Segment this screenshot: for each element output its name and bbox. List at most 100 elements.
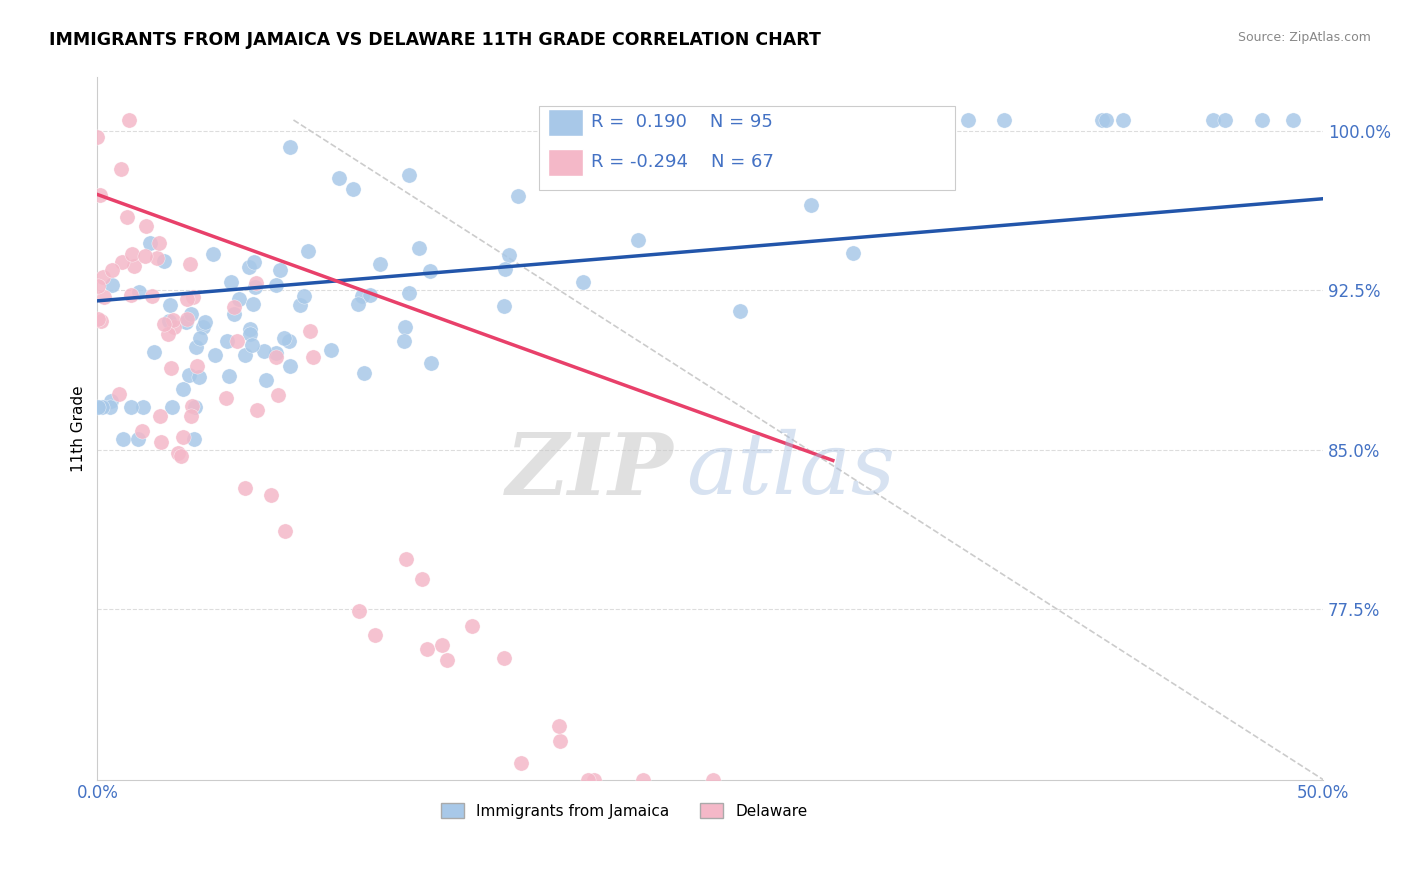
Point xyxy=(302,351,325,365)
Point xyxy=(170,449,193,463)
Point xyxy=(494,261,516,276)
Point xyxy=(408,241,430,255)
Point xyxy=(191,319,214,334)
Point xyxy=(112,432,135,446)
Point xyxy=(122,259,145,273)
Point xyxy=(174,315,197,329)
Point xyxy=(1251,113,1274,128)
Point xyxy=(180,307,202,321)
Point xyxy=(148,236,170,251)
Point xyxy=(91,270,114,285)
Point xyxy=(627,233,650,247)
Point xyxy=(152,254,174,268)
Point xyxy=(1091,113,1114,128)
Point xyxy=(111,255,134,269)
Point xyxy=(411,573,433,587)
Point xyxy=(572,275,595,289)
Point xyxy=(167,445,190,459)
Point xyxy=(395,552,418,566)
Point xyxy=(1112,113,1135,128)
Point xyxy=(492,299,515,313)
Point xyxy=(177,368,200,383)
Bar xyxy=(548,109,582,136)
Point xyxy=(350,289,373,303)
Point xyxy=(738,113,761,128)
Point xyxy=(91,401,114,415)
Point xyxy=(159,298,181,312)
Point xyxy=(118,113,141,128)
Point xyxy=(392,334,415,348)
Point xyxy=(349,603,371,617)
Point xyxy=(239,327,262,342)
Point xyxy=(239,322,262,336)
Legend: Immigrants from Jamaica, Delaware: Immigrants from Jamaica, Delaware xyxy=(436,797,814,824)
Point xyxy=(844,113,866,128)
Point xyxy=(359,287,381,301)
Point xyxy=(787,162,810,177)
Point xyxy=(398,286,420,301)
Text: R = -0.294    N = 67: R = -0.294 N = 67 xyxy=(592,153,775,171)
Point xyxy=(506,189,529,203)
Point xyxy=(87,279,110,293)
Point xyxy=(260,488,283,502)
Point xyxy=(204,348,226,362)
Point xyxy=(419,355,441,369)
Point xyxy=(278,139,301,153)
Point xyxy=(181,290,204,304)
Point xyxy=(121,246,143,260)
Point xyxy=(134,249,156,263)
Point xyxy=(1094,113,1116,128)
Point xyxy=(186,359,208,373)
Point xyxy=(184,401,207,415)
Point xyxy=(180,409,202,424)
Point xyxy=(299,324,322,338)
Point xyxy=(264,277,287,292)
Point xyxy=(724,113,747,128)
Point xyxy=(183,432,205,446)
Point xyxy=(297,244,319,258)
Point xyxy=(87,312,110,326)
Point xyxy=(149,409,172,423)
Point xyxy=(115,211,138,225)
Point xyxy=(146,251,169,265)
Point xyxy=(253,344,276,359)
Point xyxy=(328,170,350,185)
Point xyxy=(510,756,533,771)
Point xyxy=(222,300,245,314)
Point xyxy=(215,392,238,406)
Point xyxy=(135,219,157,233)
Point xyxy=(432,638,454,652)
Point xyxy=(319,343,342,357)
Point xyxy=(172,430,194,444)
FancyBboxPatch shape xyxy=(538,105,956,190)
Point xyxy=(176,292,198,306)
Point xyxy=(141,289,163,303)
Point xyxy=(176,312,198,326)
Point xyxy=(702,772,724,787)
Point xyxy=(631,772,654,787)
Point xyxy=(245,276,267,290)
Point xyxy=(492,651,515,665)
Point xyxy=(800,197,823,211)
Point xyxy=(150,435,173,450)
Bar xyxy=(548,149,582,176)
Point xyxy=(139,235,162,250)
Point xyxy=(1213,113,1236,128)
Point xyxy=(264,346,287,360)
Point xyxy=(1201,113,1223,128)
Point xyxy=(157,314,180,328)
Point xyxy=(243,254,266,268)
Point xyxy=(218,369,240,384)
Point xyxy=(179,257,201,271)
Point xyxy=(233,348,256,362)
Point xyxy=(90,314,112,328)
Point xyxy=(664,113,686,128)
Point xyxy=(957,113,980,128)
Point xyxy=(160,401,183,415)
Point xyxy=(266,388,288,402)
Point xyxy=(794,113,817,128)
Point xyxy=(498,248,520,262)
Point xyxy=(770,136,793,150)
Point xyxy=(548,719,571,733)
Point xyxy=(436,653,458,667)
